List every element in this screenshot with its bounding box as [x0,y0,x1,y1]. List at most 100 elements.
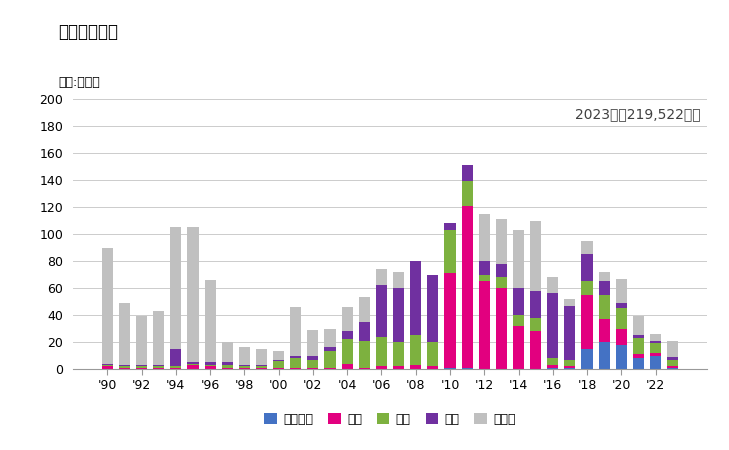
Bar [564,366,575,368]
Bar [102,364,113,365]
Bar [273,368,284,369]
Bar [308,356,319,360]
Bar [153,366,164,368]
Bar [376,366,387,369]
Bar [153,311,164,365]
Bar [479,261,490,274]
Bar [136,368,147,369]
Bar [633,316,644,335]
Bar [461,165,472,181]
Bar [479,274,490,281]
Bar [445,230,456,273]
Bar [564,360,575,366]
Bar [582,254,593,281]
Bar [599,295,609,319]
Bar [308,330,319,356]
Bar [599,281,609,295]
Bar [513,230,524,288]
Bar [290,356,301,358]
Bar [410,365,421,369]
Bar [650,356,661,369]
Bar [308,360,319,368]
Bar [102,366,113,369]
Bar [153,368,164,369]
Bar [239,365,250,366]
Bar [461,206,472,368]
Bar [650,341,661,343]
Bar [427,366,438,369]
Bar [187,227,198,362]
Bar [547,358,558,365]
Bar [222,368,233,369]
Bar [479,214,490,261]
Bar [530,331,541,369]
Bar [359,341,370,368]
Bar [273,351,284,360]
Bar [393,366,404,369]
Bar [342,364,353,369]
Bar [359,297,370,322]
Bar [239,347,250,365]
Bar [342,331,353,339]
Bar [171,227,182,349]
Bar [461,181,472,206]
Bar [582,241,593,254]
Bar [102,365,113,366]
Bar [171,368,182,369]
Bar [324,368,335,369]
Bar [393,288,404,342]
Bar [547,293,558,358]
Bar [633,358,644,369]
Bar [171,366,182,368]
Bar [324,328,335,347]
Bar [393,342,404,366]
Bar [582,349,593,369]
Text: 輸出量の推移: 輸出量の推移 [58,22,118,40]
Bar [324,347,335,351]
Bar [187,362,198,364]
Bar [153,365,164,366]
Bar [427,274,438,342]
Bar [599,272,609,281]
Bar [547,277,558,293]
Bar [667,366,678,368]
Bar [119,368,130,369]
Bar [496,288,507,369]
Bar [496,277,507,288]
Bar [290,358,301,368]
Bar [222,362,233,365]
Bar [445,223,456,230]
Bar [102,248,113,364]
Bar [136,316,147,365]
Bar [530,220,541,291]
Bar [582,295,593,349]
Bar [239,368,250,369]
Bar [342,307,353,331]
Bar [633,354,644,358]
Bar [496,219,507,264]
Bar [290,368,301,369]
Bar [376,269,387,285]
Bar [616,308,627,328]
Bar [290,307,301,356]
Bar [650,343,661,353]
Bar [359,322,370,341]
Bar [187,365,198,369]
Bar [599,342,609,369]
Bar [599,319,609,342]
Legend: メキシコ, 米国, 中国, タイ, その他: メキシコ, 米国, 中国, タイ, その他 [260,408,521,431]
Bar [650,334,661,341]
Bar [633,338,644,354]
Bar [359,368,370,369]
Text: 2023年：219,522平米: 2023年：219,522平米 [575,107,701,121]
Bar [205,366,216,369]
Bar [136,366,147,368]
Bar [119,365,130,366]
Bar [171,349,182,366]
Bar [496,264,507,277]
Bar [119,366,130,368]
Bar [667,368,678,369]
Bar [393,272,404,288]
Bar [205,280,216,362]
Bar [667,357,678,360]
